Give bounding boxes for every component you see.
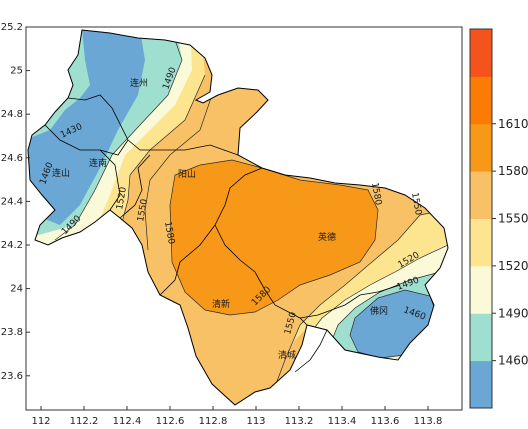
county-line-fogang bbox=[294, 329, 328, 373]
county-line-west bbox=[119, 154, 151, 219]
x-tick-label: 113.2 bbox=[285, 416, 314, 427]
colorbar-swatch bbox=[470, 218, 492, 267]
isoline-1490-north bbox=[54, 39, 183, 241]
x-tick-label: 112.8 bbox=[199, 416, 228, 427]
county-line-qingxin-e bbox=[214, 224, 308, 326]
y-axis: 25.2 25 24.8 24.6 24.4 24.2 24 23.8 23.6 bbox=[1, 22, 30, 382]
iso-label-1550-east: 1550 bbox=[409, 192, 423, 217]
x-tick-label: 113 bbox=[246, 416, 265, 427]
region-outline bbox=[27, 29, 449, 406]
colorbar-swatch bbox=[470, 29, 492, 77]
x-tick-label: 113.4 bbox=[328, 416, 357, 427]
place-label-yingde: 英德 bbox=[318, 231, 336, 243]
x-tick-label: 112.2 bbox=[70, 416, 99, 427]
colorbar-tick-label: 1520 bbox=[498, 259, 528, 273]
x-tick-label: 112.6 bbox=[156, 416, 185, 427]
colorbar-tick-label: 1460 bbox=[498, 354, 528, 368]
county-line-liannan bbox=[44, 124, 121, 211]
place-label-yangshan: 阳山 bbox=[178, 169, 196, 180]
iso-label-1580-west: 1580 bbox=[162, 221, 176, 246]
x-tick-label: 113.8 bbox=[414, 416, 443, 427]
county-line-lianzhou bbox=[67, 94, 129, 156]
county-line-qingcheng bbox=[299, 284, 401, 319]
iso-label-1520-west: 1520 bbox=[115, 186, 129, 211]
county-line-yangshan bbox=[127, 139, 239, 156]
x-tick-label: 112 bbox=[31, 416, 50, 427]
colorbar-swatch bbox=[470, 265, 492, 314]
y-tick-label: 23.6 bbox=[1, 371, 23, 382]
place-label-lianshan: 连山 bbox=[52, 167, 70, 179]
place-label-qingxin: 清新 bbox=[212, 298, 230, 310]
y-tick-label: 23.8 bbox=[1, 327, 23, 338]
x-axis: 112 112.2 112.4 112.6 112.8 113 113.2 113.4 113.… bbox=[31, 406, 442, 427]
y-tick-label: 24 bbox=[10, 284, 23, 295]
isoline-1490-se bbox=[329, 271, 441, 346]
isoline-1550-west bbox=[144, 94, 213, 251]
colorbar-swatch bbox=[470, 360, 492, 409]
y-tick-label: 25.2 bbox=[1, 22, 23, 33]
place-label-liannan: 连南 bbox=[89, 157, 107, 169]
place-label-qingcheng: 清城 bbox=[278, 349, 296, 361]
colorbar-tick-label: 1610 bbox=[498, 117, 528, 131]
place-label-fogang: 佛冈 bbox=[370, 305, 388, 317]
county-boundaries bbox=[44, 94, 401, 373]
colorbar-swatch bbox=[470, 123, 492, 172]
place-label-lianzhou: 连州 bbox=[130, 77, 148, 89]
iso-label-1580-ne: 1580 bbox=[369, 182, 383, 207]
colorbar-swatch bbox=[470, 171, 492, 219]
colorbar-swatch bbox=[470, 313, 492, 362]
y-tick-label: 24.6 bbox=[1, 153, 23, 164]
iso-label-1550-west: 1550 bbox=[136, 198, 150, 223]
x-tick-label: 112.4 bbox=[113, 416, 142, 427]
colorbar: 1460 1490 1520 1550 1580 1610 bbox=[469, 28, 528, 409]
isoline-1550-east bbox=[269, 209, 446, 401]
x-tick-label: 113.6 bbox=[371, 416, 400, 427]
place-labels: 连州 连南 连山 阳山 英德 清新 清城 佛冈 bbox=[52, 77, 388, 361]
isoline-1580-west bbox=[169, 159, 379, 316]
y-tick-label: 25 bbox=[10, 66, 23, 77]
colorbar-swatch bbox=[470, 76, 492, 125]
y-tick-label: 24.2 bbox=[1, 240, 23, 251]
band-1430-northwest bbox=[28, 30, 145, 225]
y-tick-label: 24.8 bbox=[1, 109, 23, 120]
colorbar-tick-label: 1490 bbox=[498, 306, 528, 320]
y-tick-label: 24.4 bbox=[1, 196, 23, 207]
colorbar-tick-label: 1580 bbox=[498, 164, 528, 178]
colorbar-tick-label: 1550 bbox=[498, 212, 528, 226]
